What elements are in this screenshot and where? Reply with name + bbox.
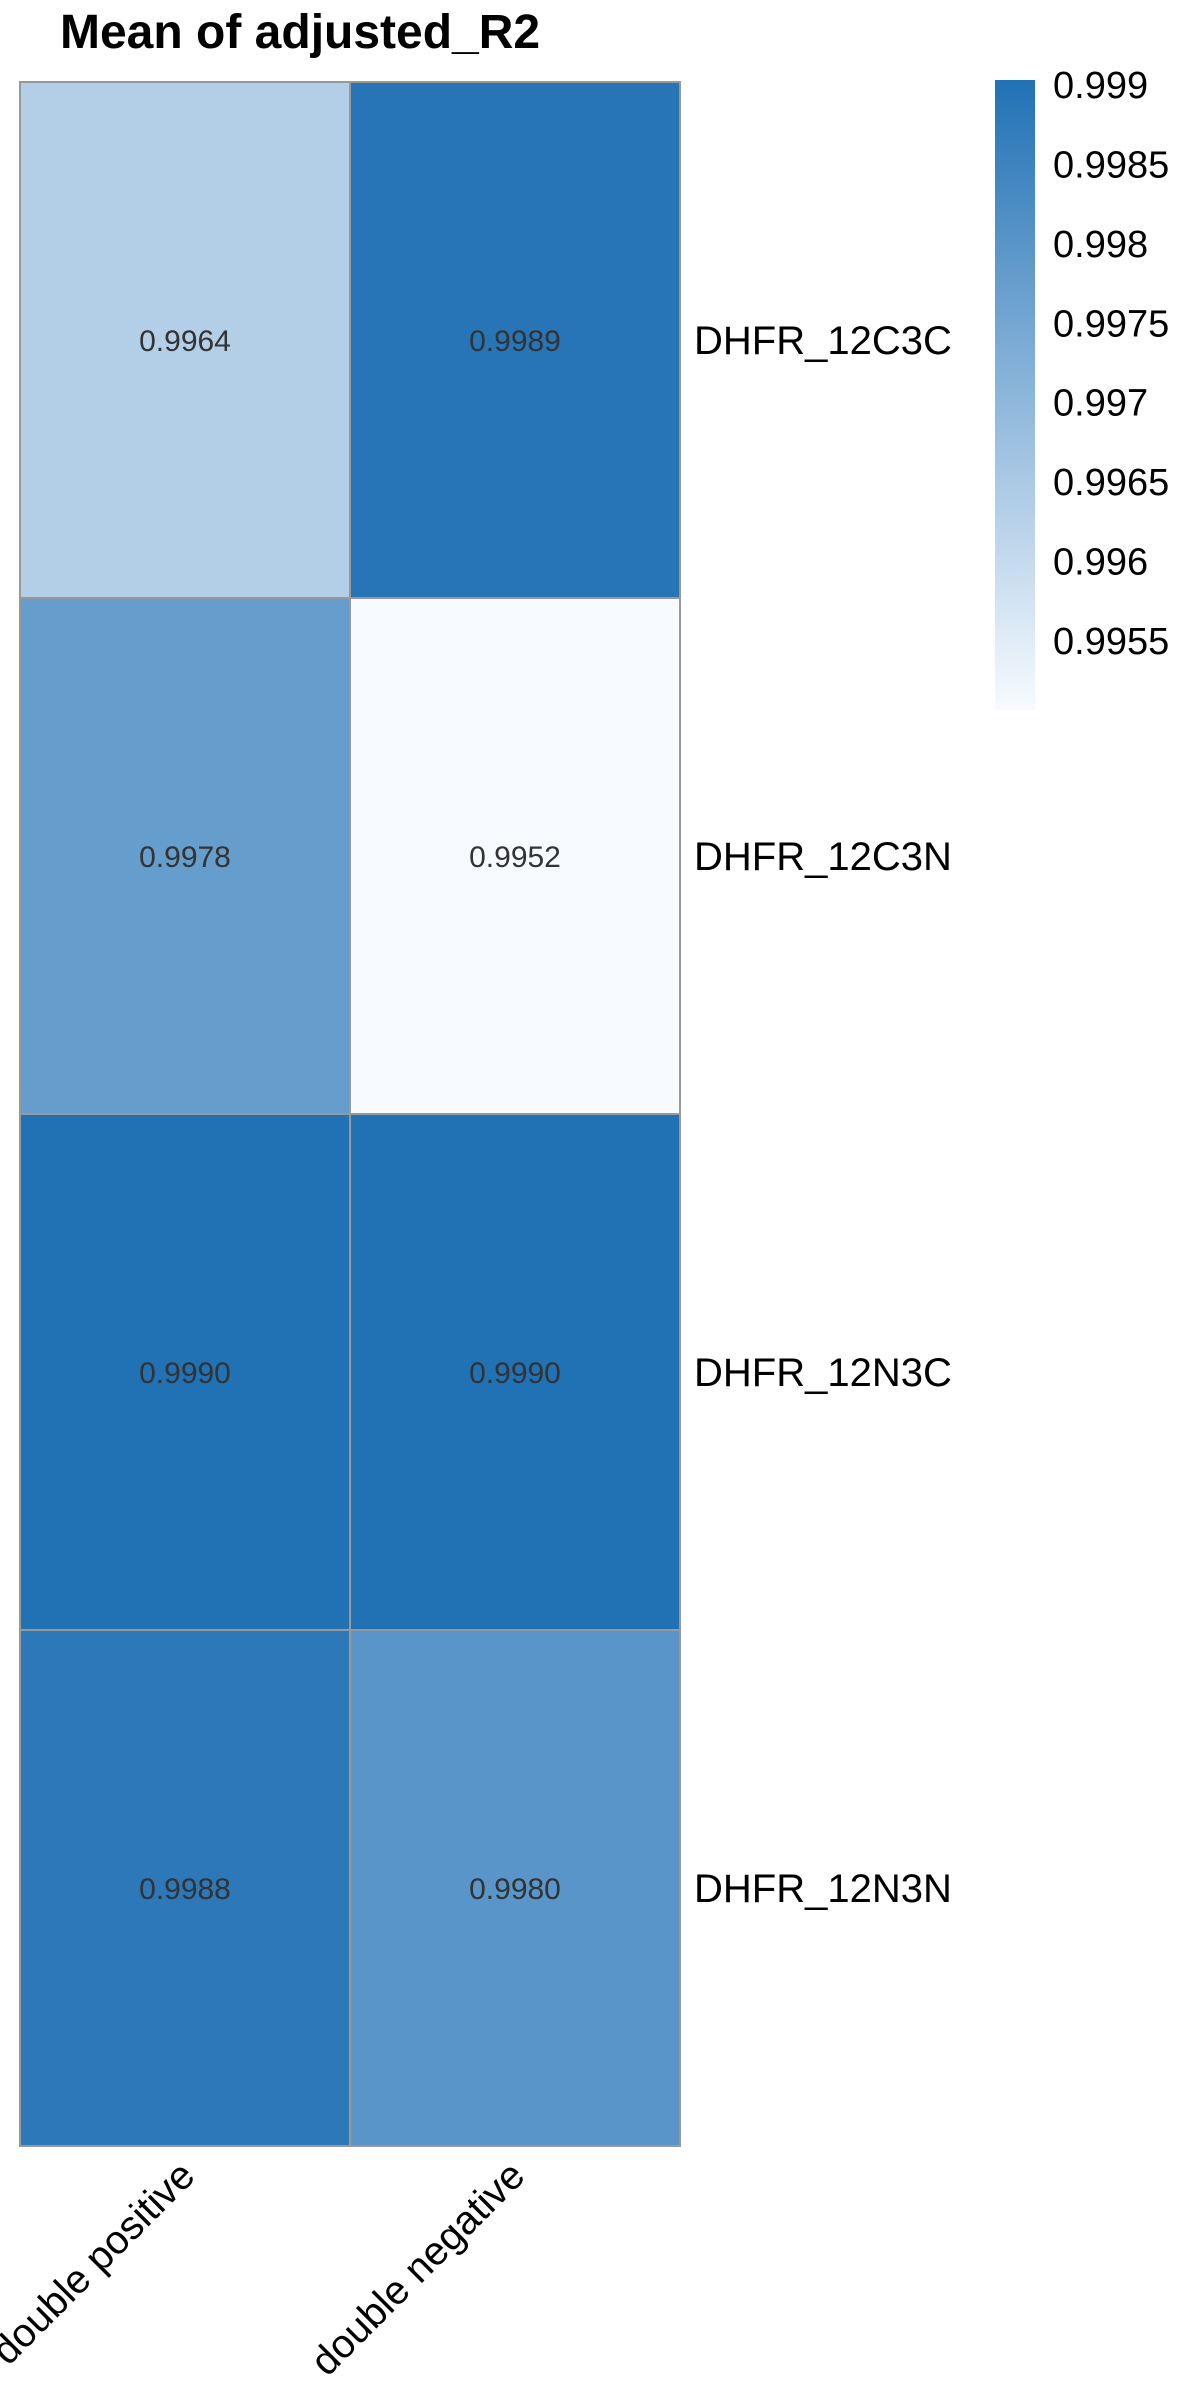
legend-tick-label: 0.998	[1053, 224, 1148, 266]
column-label: double positive	[0, 2153, 203, 2373]
color-legend: 0.999 0.9985 0.998 0.9975 0.997 0.9965 0.996 0.…	[995, 65, 1169, 710]
legend-tick-label: 0.999	[1053, 65, 1148, 107]
legend-tick-label: 0.997	[1053, 383, 1148, 425]
column-label: double negative	[303, 2153, 534, 2384]
heatmap-cell	[19, 1113, 351, 1631]
row-label: DHFR_12C3N	[694, 835, 952, 879]
legend-tick-label: 0.9965	[1053, 462, 1169, 504]
heatmap-column-labels: double positive double negative	[0, 2153, 533, 2384]
cell-value-label: 0.9964	[139, 325, 231, 358]
chart-title: Mean of adjusted_R2	[60, 6, 540, 59]
legend-tick-label: 0.9985	[1053, 144, 1169, 186]
legend-tick-labels: 0.999 0.9985 0.998 0.9975 0.997 0.9965 0.996 0.…	[1053, 65, 1169, 663]
heatmap-cell	[349, 1113, 681, 1631]
cell-value-label: 0.9988	[139, 1873, 231, 1906]
cell-value-label: 0.9990	[139, 1357, 231, 1390]
cell-value-label: 0.9989	[469, 325, 561, 358]
heatmap-cell-labels: 0.9964 0.9989 0.9978 0.9952 0.9990 0.9990 0.99…	[139, 325, 561, 1906]
legend-tick-label: 0.996	[1053, 542, 1148, 584]
legend-tick-label: 0.9955	[1053, 621, 1169, 663]
legend-tick-label: 0.9975	[1053, 303, 1169, 345]
heatmap-cell	[349, 597, 681, 1115]
heatmap-cells	[19, 81, 681, 2147]
row-label: DHFR_12N3N	[694, 1867, 952, 1911]
heatmap-cell	[19, 81, 351, 599]
cell-value-label: 0.9952	[469, 841, 561, 874]
cell-value-label: 0.9978	[139, 841, 231, 874]
heatmap-cell	[349, 1629, 681, 2147]
row-label: DHFR_12C3C	[694, 319, 952, 363]
cell-value-label: 0.9990	[469, 1357, 561, 1390]
row-label: DHFR_12N3C	[694, 1351, 952, 1395]
heatmap-cell	[19, 1629, 351, 2147]
heatmap-row-labels: DHFR_12C3C DHFR_12C3N DHFR_12N3C DHFR_12N3N	[694, 319, 952, 1911]
legend-color-bar	[995, 80, 1035, 710]
cell-value-label: 0.9980	[469, 1873, 561, 1906]
heatmap-cell	[349, 81, 681, 599]
heatmap-cell	[19, 597, 351, 1115]
